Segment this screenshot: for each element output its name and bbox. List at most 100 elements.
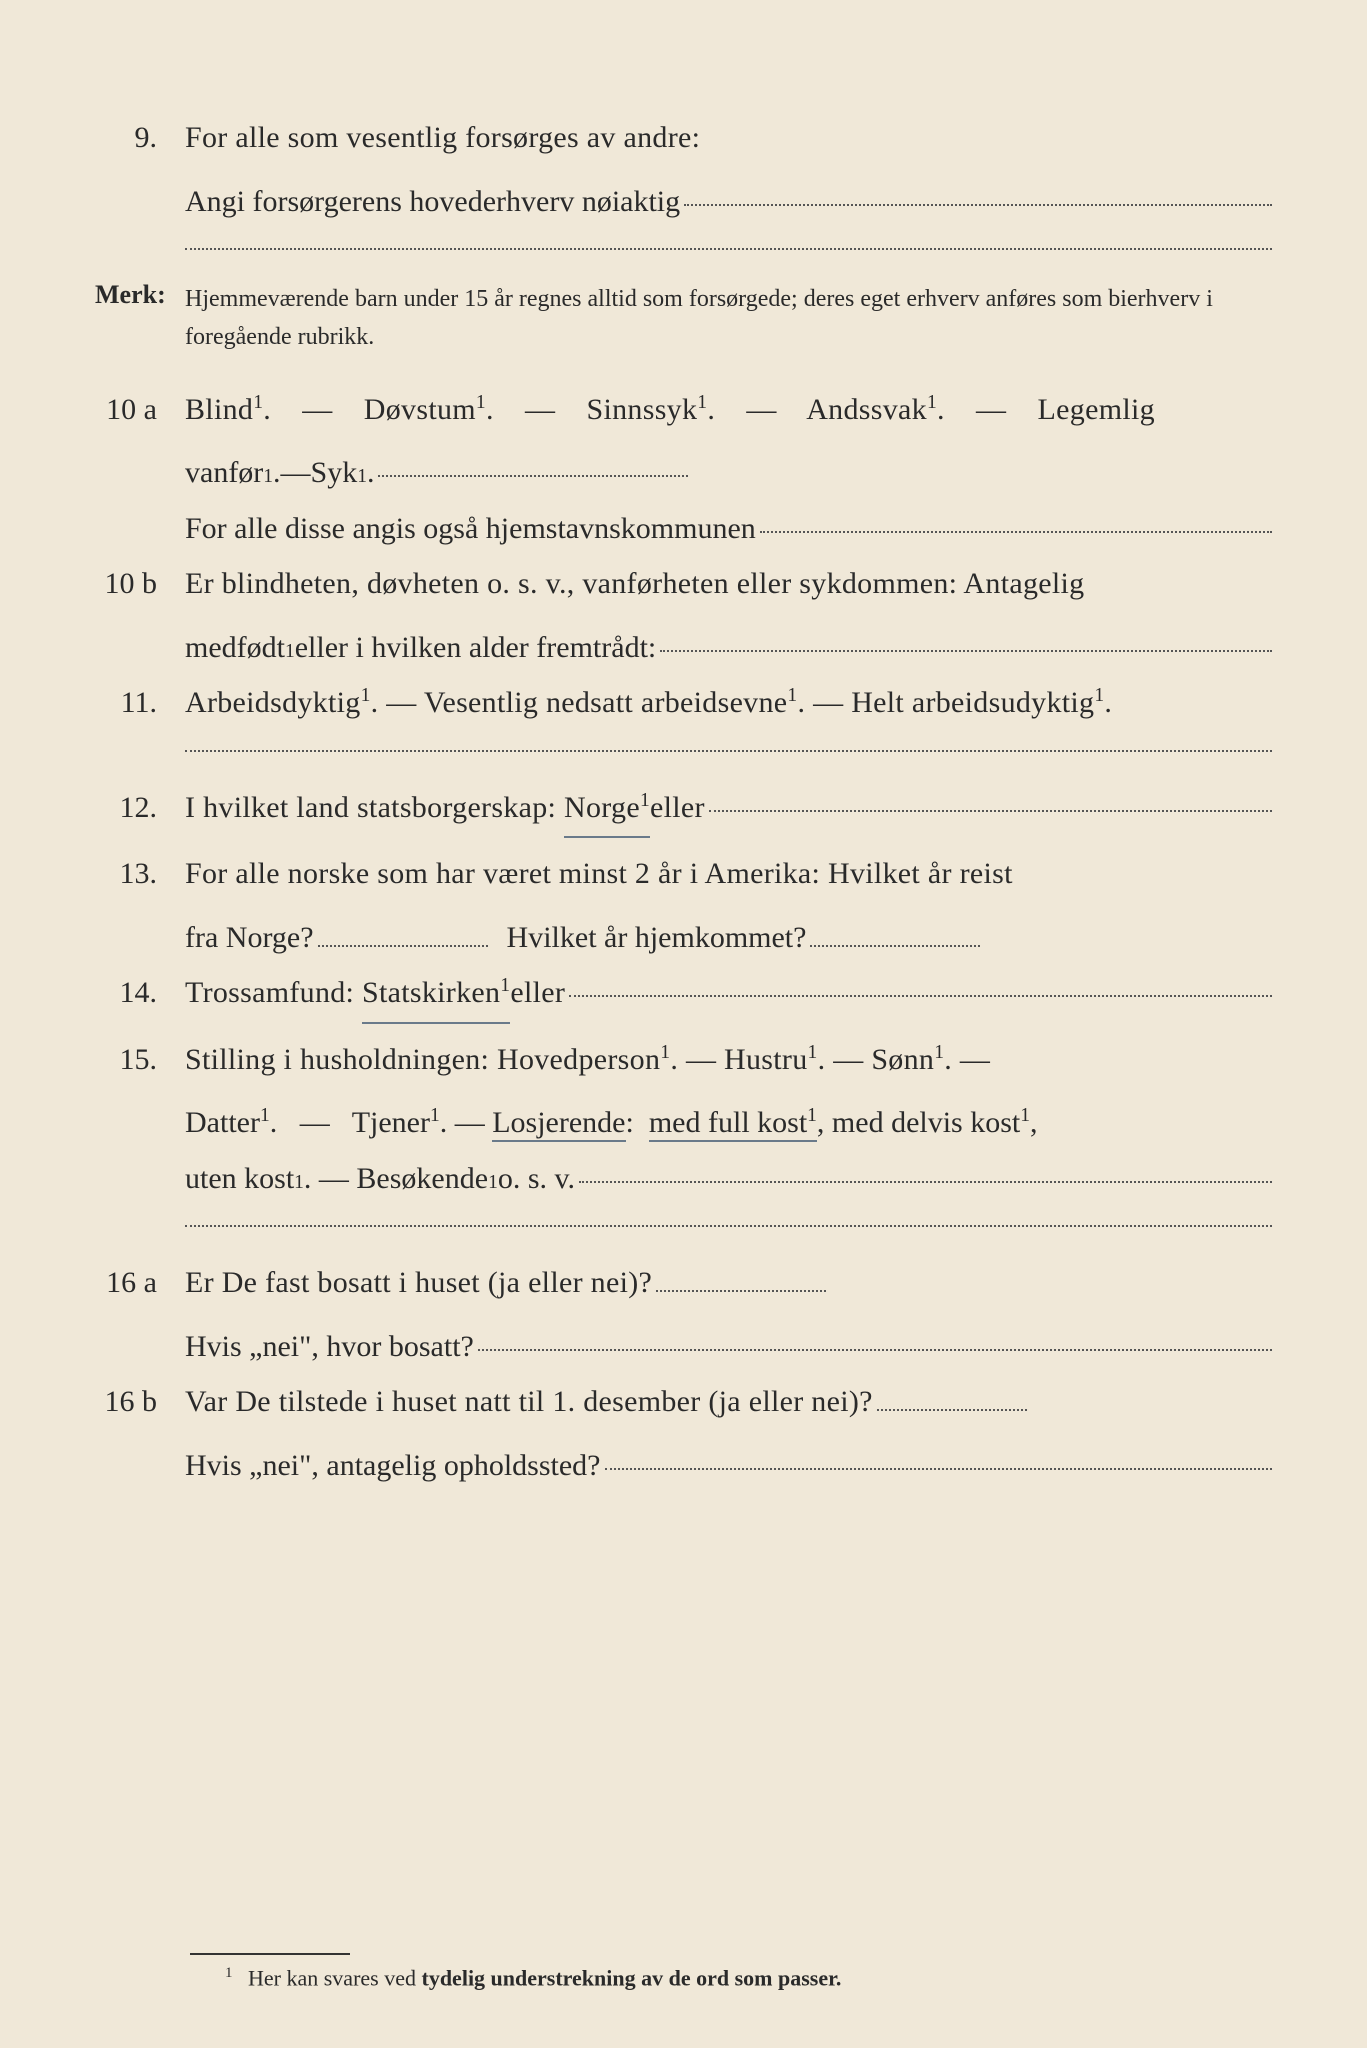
q10b-medfodt: medfødt bbox=[185, 620, 285, 676]
sup: 1 bbox=[927, 392, 937, 413]
q15-sonn: Sønn bbox=[871, 1043, 934, 1076]
merk-text: Hjemmeværende barn under 15 år regnes al… bbox=[185, 280, 1272, 357]
sup: 1 bbox=[640, 790, 650, 811]
q15-hovedperson: Stilling i husholdningen: Hovedperson bbox=[185, 1043, 660, 1076]
q15-medfull-underlined: med full kost1 bbox=[649, 1106, 817, 1142]
q16a-text: Er De fast bosatt i huset (ja eller nei)… bbox=[185, 1255, 652, 1311]
q14-blank[interactable] bbox=[569, 995, 1272, 997]
q10a-blank2[interactable] bbox=[760, 531, 1272, 533]
q15-blank-line[interactable] bbox=[185, 1224, 1272, 1227]
q10a-line3: For alle disse angis også hjemstavnskomm… bbox=[95, 501, 1272, 557]
footnote: 1 Her kan svares ved tydelig understrekn… bbox=[225, 1965, 1272, 1991]
q16b-row: 16 b Var De tilstede i huset natt til 1.… bbox=[95, 1374, 1272, 1430]
q9-blank[interactable] bbox=[684, 204, 1272, 206]
dot: . bbox=[263, 393, 271, 426]
sup: 1 bbox=[430, 1105, 440, 1126]
q13-blank2[interactable] bbox=[810, 945, 980, 947]
q12-number: 12. bbox=[95, 780, 185, 836]
q9-number: 9. bbox=[95, 110, 185, 166]
q15-osv: o. s. v. bbox=[498, 1151, 575, 1207]
q13-blank1[interactable] bbox=[318, 945, 488, 947]
dot: . bbox=[273, 445, 281, 501]
dot: . bbox=[371, 686, 379, 719]
q12-blank[interactable] bbox=[709, 810, 1272, 812]
q13-hjem: Hvilket år hjemkommet? bbox=[507, 910, 807, 966]
dot: . bbox=[937, 393, 945, 426]
sep: — bbox=[517, 393, 563, 426]
q15-line1: Stilling i husholdningen: Hovedperson1. … bbox=[185, 1032, 1272, 1088]
sup: 1 bbox=[1020, 1105, 1030, 1126]
q11-blank-line[interactable] bbox=[185, 749, 1272, 752]
q15-uten: uten kost bbox=[185, 1151, 294, 1207]
q15-besokende: Besøkende bbox=[356, 1151, 488, 1207]
sep: — bbox=[686, 1043, 724, 1076]
q11-udyktig: Helt arbeidsudyktig bbox=[851, 686, 1094, 719]
sep: — bbox=[281, 445, 311, 501]
dot: . bbox=[486, 393, 494, 426]
q15-datter: Datter bbox=[185, 1106, 260, 1139]
q13-line2: fra Norge? Hvilket år hjemkommet? bbox=[95, 910, 1272, 966]
q10a-number: 10 a bbox=[95, 382, 185, 438]
q10a-hjemstavn: For alle disse angis også hjemstavnskomm… bbox=[185, 501, 756, 557]
q10a-vanfor: vanfør bbox=[185, 445, 263, 501]
footnote-rule bbox=[190, 1953, 350, 1955]
q15-medfull: med full kost bbox=[649, 1106, 807, 1139]
q10b-number: 10 b bbox=[95, 556, 185, 612]
q10b-row: 10 b Er blindheten, døvheten o. s. v., v… bbox=[95, 556, 1272, 612]
dot: . bbox=[944, 1043, 952, 1076]
q15-blank[interactable] bbox=[579, 1181, 1272, 1183]
q15-delvis: , med delvis kost bbox=[817, 1106, 1020, 1139]
q10a-blank[interactable] bbox=[378, 475, 688, 477]
q16b-line2: Hvis „nei", antagelig opholdssted? bbox=[95, 1438, 1272, 1494]
census-form-page: 9. For alle som vesentlig forsørges av a… bbox=[0, 0, 1367, 2048]
footnote-text-a: Her kan svares ved bbox=[248, 1966, 422, 1991]
q9-row: 9. For alle som vesentlig forsørges av a… bbox=[95, 110, 1272, 166]
q11-arbeidsdyktig: Arbeidsdyktig bbox=[185, 686, 361, 719]
sup: 1 bbox=[285, 634, 295, 670]
q15-hustru: Hustru bbox=[724, 1043, 807, 1076]
q16a-line1: Er De fast bosatt i huset (ja eller nei)… bbox=[185, 1255, 1272, 1311]
sep: — bbox=[294, 393, 340, 426]
footnote-text-b: tydelig understrekning av de ord som pas… bbox=[422, 1966, 842, 1991]
q10a-row: 10 a Blind1. — Døvstum1. — Sinnssyk1. — … bbox=[95, 382, 1272, 438]
sup: 1 bbox=[808, 1042, 818, 1063]
q14-statskirken-underlined: Statskirken1 bbox=[362, 965, 510, 1024]
sup: 1 bbox=[697, 392, 707, 413]
q14-text: Trossamfund: bbox=[185, 965, 354, 1021]
q10a-dovstum: Døvstum bbox=[364, 393, 476, 426]
q15-tjener: Tjener bbox=[352, 1106, 430, 1139]
q10a-andssvak: Andssvak bbox=[806, 393, 927, 426]
q14-content: Trossamfund: Statskirken1 eller bbox=[185, 965, 1272, 1024]
q9-line2: Angi forsørgerens hovederhverv nøiaktig bbox=[95, 174, 1272, 230]
q9-line1: For alle som vesentlig forsørges av andr… bbox=[185, 110, 1272, 166]
sup: 1 bbox=[260, 1105, 270, 1126]
sep: — bbox=[960, 1043, 990, 1076]
merk-note: Merk: Hjemmeværende barn under 15 år reg… bbox=[95, 280, 1272, 357]
q13-number: 13. bbox=[95, 846, 185, 902]
q12-row: 12. I hvilket land statsborgerskap: Norg… bbox=[95, 780, 1272, 839]
q11-content: Arbeidsdyktig1. — Vesentlig nedsatt arbe… bbox=[185, 675, 1272, 731]
q10b-blank[interactable] bbox=[660, 650, 1272, 652]
q14-statskirken: Statskirken bbox=[362, 976, 500, 1009]
q16a-number: 16 a bbox=[95, 1255, 185, 1311]
dot: . bbox=[707, 393, 715, 426]
dot: . bbox=[818, 1043, 826, 1076]
q10a-blind: Blind bbox=[185, 393, 253, 426]
q16a-blank[interactable] bbox=[656, 1290, 826, 1292]
dot: . bbox=[440, 1106, 448, 1139]
q16b-blank[interactable] bbox=[877, 1409, 1027, 1411]
dot: . bbox=[670, 1043, 678, 1076]
q16a-blank2[interactable] bbox=[478, 1349, 1272, 1351]
q15-line3: uten kost1. — Besøkende1 o. s. v. bbox=[95, 1151, 1272, 1207]
sep: — bbox=[968, 393, 1014, 426]
q9-line2-text: Angi forsørgerens hovederhverv nøiaktig bbox=[185, 174, 680, 230]
q15-row: 15. Stilling i husholdningen: Hovedperso… bbox=[95, 1032, 1272, 1088]
q16a-line2: Hvis „nei", hvor bosatt? bbox=[95, 1319, 1272, 1375]
q16b-line1: Var De tilstede i huset natt til 1. dese… bbox=[185, 1374, 1272, 1430]
q9-blank-line[interactable] bbox=[185, 247, 1272, 250]
q16b-blank2[interactable] bbox=[605, 1468, 1273, 1470]
sup: 1 bbox=[500, 975, 510, 996]
q10a-sinnssyk: Sinnssyk bbox=[587, 393, 698, 426]
q16a-row: 16 a Er De fast bosatt i huset (ja eller… bbox=[95, 1255, 1272, 1311]
sep: — bbox=[292, 1106, 337, 1139]
